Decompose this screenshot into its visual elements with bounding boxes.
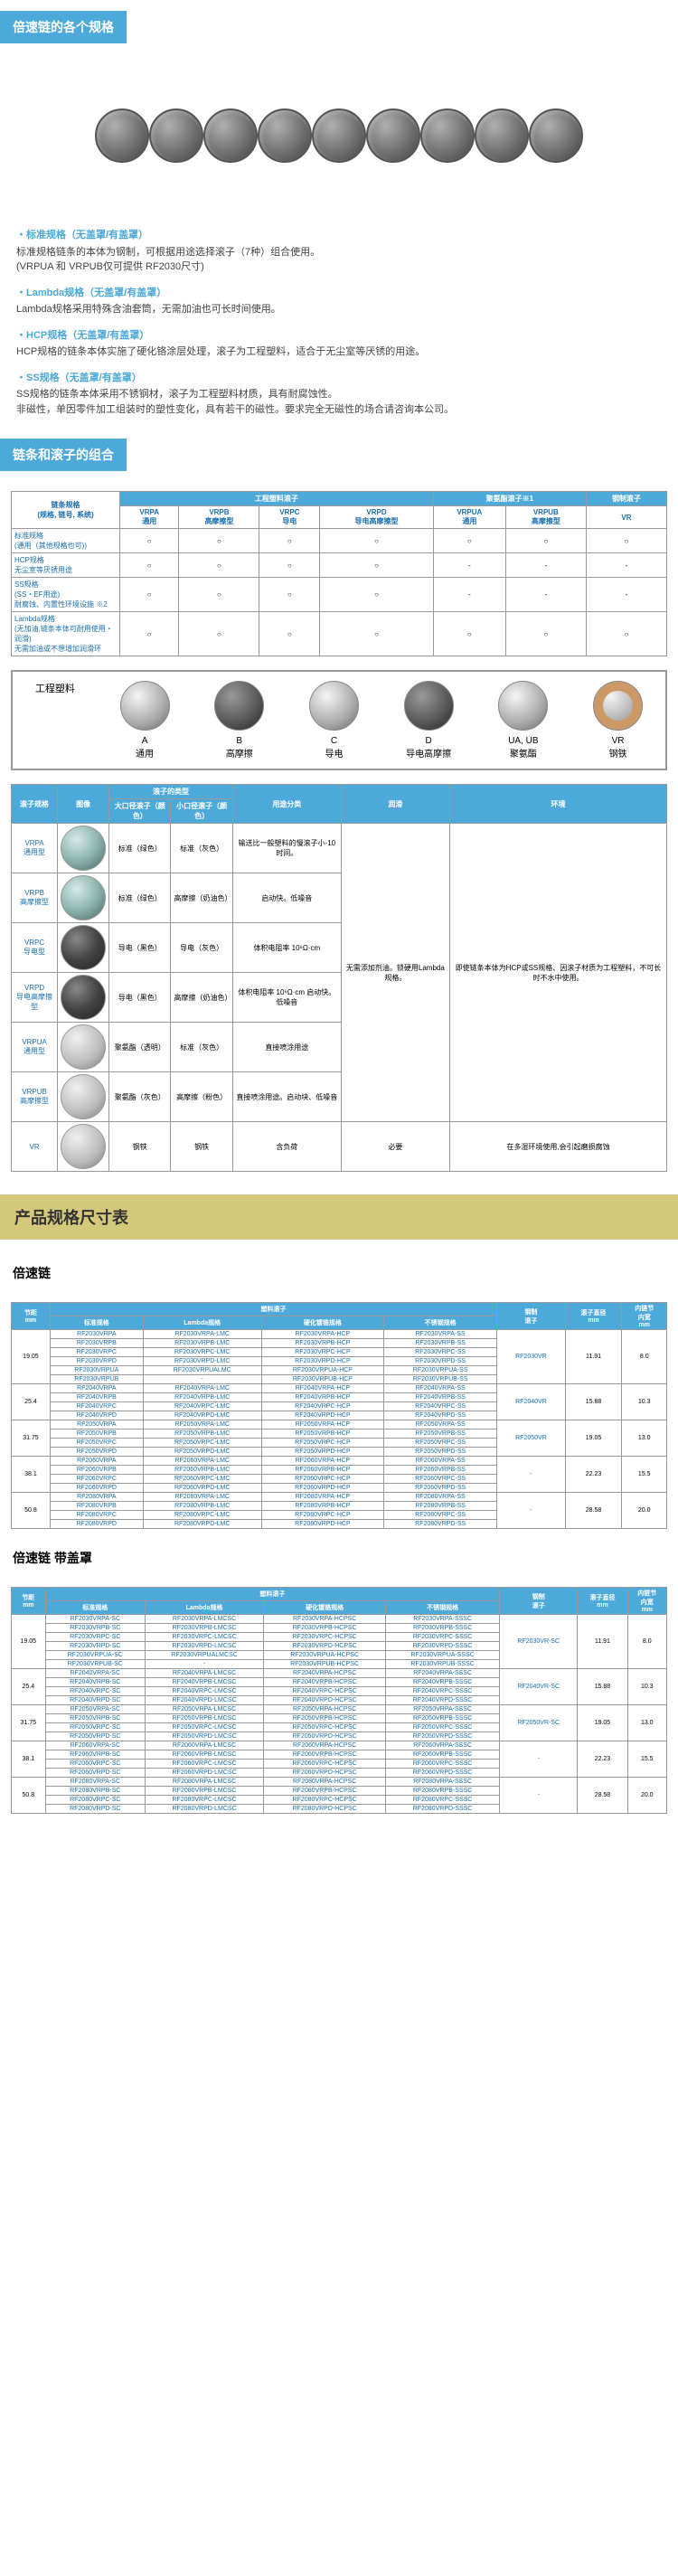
roller-item: D导电高摩擦 <box>404 681 454 760</box>
roller-item: UA, UB聚氨酯 <box>498 681 548 760</box>
size-table-2: 节距mm塑料滚子钢制滚子滚子直径mm内链节内宽mm标准规格Lambda规格硬化镀… <box>11 1587 667 1814</box>
roller-item: A通用 <box>120 681 170 760</box>
spec-text: SS规格的链条本体采用不锈钢材，滚子为工程塑料材质，具有耐腐蚀性。非磁性，单因零… <box>16 387 662 417</box>
spec-title: HCP规格（无盖罩/有盖罩） <box>16 328 662 344</box>
spec-text: 标准规格链条的本体为钢制，可根据用途选择滚子（7种）组合使用。(VRPUA 和 … <box>16 245 662 275</box>
roller-item: C导电 <box>309 681 359 760</box>
roller-table: 滚子规格图像滚子的类型用途分类润滑环境大口径滚子（颜色）小口径滚子（颜色）VRP… <box>11 784 667 1172</box>
header-combo: 链条和滚子的组合 <box>0 439 127 471</box>
spec-title: Lambda规格（无盖罩/有盖罩） <box>16 286 662 301</box>
subtitle-cover: 倍速链 带盖罩 <box>0 1538 678 1578</box>
subtitle-chain: 倍速链 <box>0 1253 678 1293</box>
roller-strip: 工程塑料A通用B高摩擦C导电D导电高摩擦UA, UB聚氨酯VR钢铁 <box>11 670 667 770</box>
header-specs: 倍速链的各个规格 <box>0 11 127 43</box>
chain-photo <box>0 54 678 217</box>
roller-item: B高摩擦 <box>214 681 264 760</box>
matrix-table: 链条规格(规格, 链号, 系统)工程塑料滚子聚氨酯滚子※1钢制滚子VRPA通用V… <box>11 491 667 656</box>
spec-title: SS规格（无盖罩/有盖罩） <box>16 371 662 386</box>
size-table-1: 节距mm塑料滚子钢制滚子滚子直径mm内链节内宽mm标准规格Lambda规格硬化镀… <box>11 1302 667 1529</box>
spec-title: 标准规格（无盖罩/有盖罩） <box>16 228 662 243</box>
header-size: 产品规格尺寸表 <box>0 1194 678 1240</box>
roller-item: VR钢铁 <box>593 681 643 760</box>
spec-text: HCP规格的链条本体实施了硬化铬涂层处理，滚子为工程塑料，适合于无尘室等厌锈的用… <box>16 344 662 360</box>
spec-text: Lambda规格采用特殊含油套筒，无需加油也可长时间使用。 <box>16 302 662 317</box>
